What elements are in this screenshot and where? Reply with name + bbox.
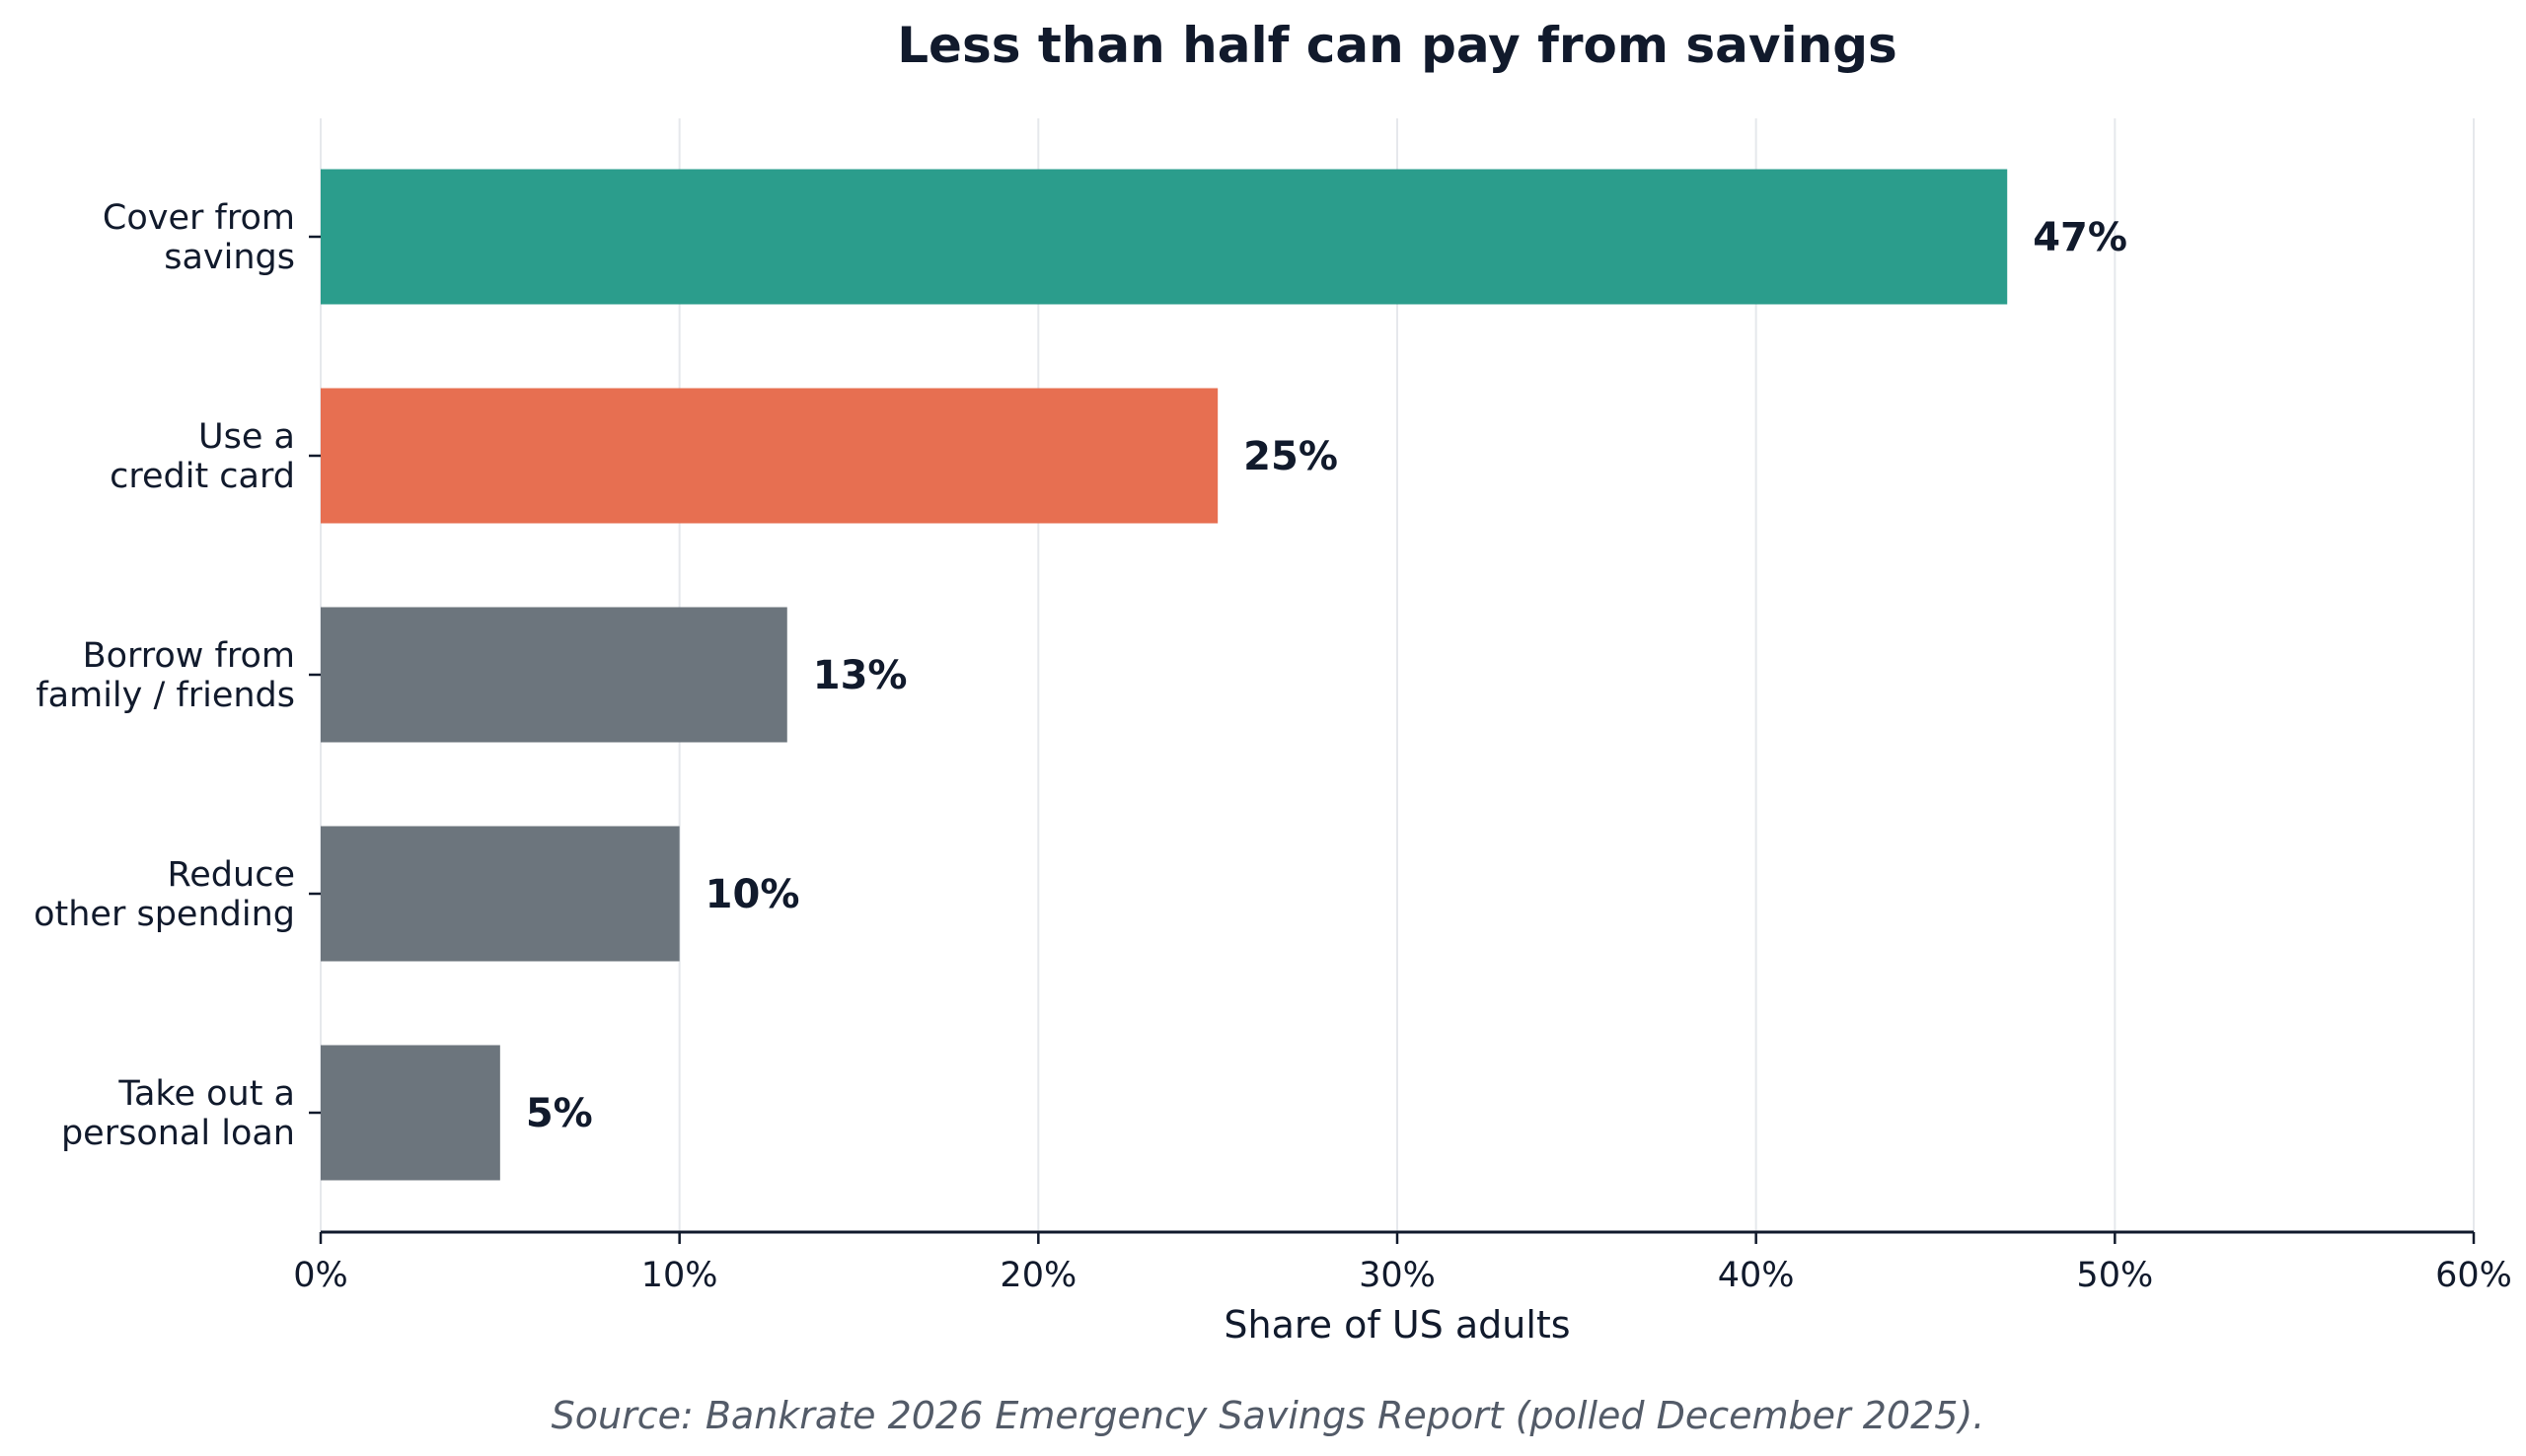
bars <box>321 169 2008 1181</box>
x-tick-label: 60% <box>2435 1256 2512 1295</box>
value-label: 5% <box>526 1091 593 1136</box>
category-label: family / friends <box>36 676 295 715</box>
category-label: Reduce <box>168 855 295 895</box>
x-tick-label: 0% <box>293 1256 348 1295</box>
x-tick-label: 50% <box>2076 1256 2153 1295</box>
category-label: Borrow from <box>83 636 295 676</box>
category-label: savings <box>164 238 295 277</box>
chart-title: Less than half can pay from savings <box>897 17 1897 74</box>
source-note: Source: Bankrate 2026 Emergency Savings … <box>552 1394 1985 1437</box>
value-label: 13% <box>813 653 908 698</box>
bar <box>321 169 2008 305</box>
category-label: Cover from <box>103 198 295 238</box>
bar <box>321 826 680 962</box>
x-axis-ticks: 0% 10% 20% 30% 40% 50% 60% <box>293 1232 2512 1295</box>
value-label: 25% <box>1243 434 1338 479</box>
value-label: 47% <box>2033 215 2127 260</box>
bar <box>321 388 1219 524</box>
category-label: other spending <box>34 895 295 934</box>
x-axis-title: Share of US adults <box>1224 1303 1570 1347</box>
category-label: Take out a <box>117 1074 295 1114</box>
category-label: Use a <box>198 417 295 457</box>
value-label: 10% <box>706 872 800 917</box>
x-tick-label: 40% <box>1718 1256 1795 1295</box>
category-label: personal loan <box>61 1114 295 1153</box>
x-tick-label: 30% <box>1359 1256 1436 1295</box>
bar <box>321 1045 500 1181</box>
category-label: credit card <box>110 457 295 496</box>
value-labels: 47% 25% 13% 10% 5% <box>526 215 2127 1136</box>
x-tick-label: 20% <box>1000 1256 1077 1295</box>
bar <box>321 607 787 743</box>
x-tick-label: 10% <box>641 1256 718 1295</box>
